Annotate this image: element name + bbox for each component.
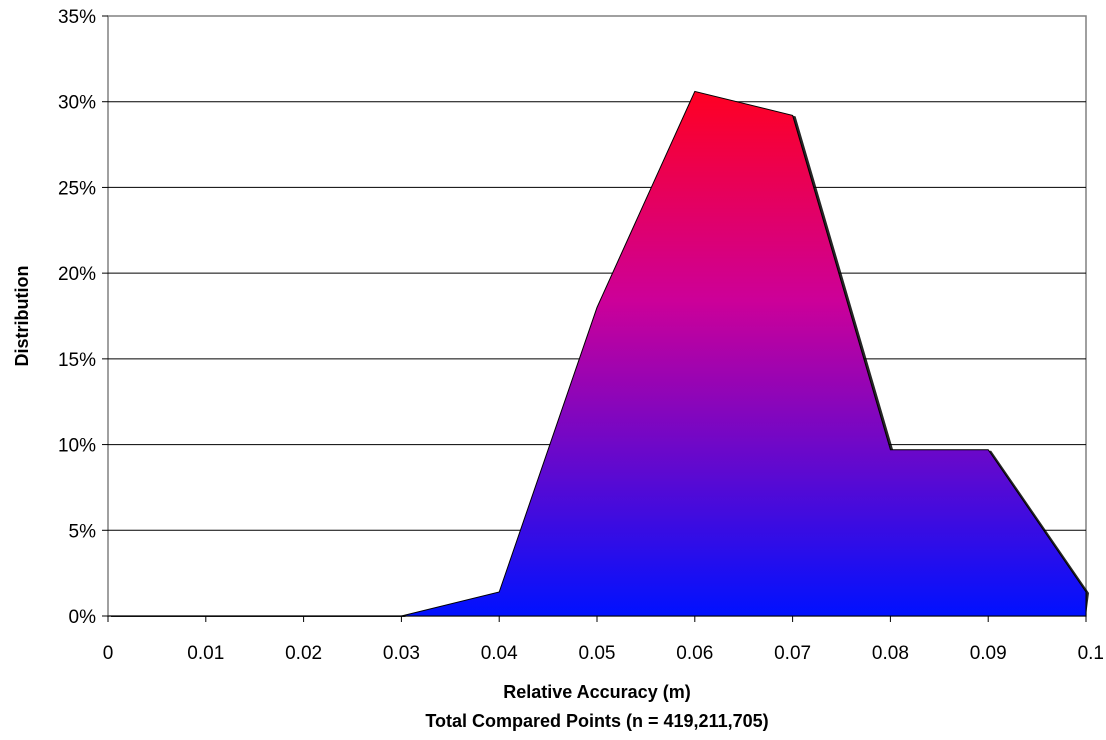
x-tick-label-5: 0.05: [579, 643, 616, 664]
x-tick-label-1: 0.01: [187, 643, 224, 664]
y-tick-label-4: 20%: [58, 264, 96, 285]
x-tick-label-6: 0.06: [676, 643, 713, 664]
x-tick-label-0: 0: [103, 643, 114, 664]
y-tick-label-7: 35%: [58, 7, 96, 28]
y-tick-label-6: 30%: [58, 93, 96, 114]
x-axis-title: Relative Accuracy (m): [503, 682, 690, 702]
y-axis-ticks: 0% 5% 10% 15% 20% 25% 30% 35%: [58, 7, 108, 628]
x-tick-label-7: 0.07: [774, 643, 811, 664]
y-tick-label-3: 15%: [58, 350, 96, 371]
y-axis-title: Distribution: [12, 266, 32, 367]
x-axis-ticks: 0 0.01 0.02 0.03 0.04 0.05 0.06 0.07 0.08 0.09 0.1: [103, 616, 1104, 664]
x-axis-subtitle: Total Compared Points (n = 419,211,705): [425, 711, 768, 731]
y-tick-label-1: 5%: [69, 521, 97, 542]
y-tick-label-2: 10%: [58, 436, 96, 457]
x-tick-label-2: 0.02: [285, 643, 322, 664]
y-tick-label-0: 0%: [69, 607, 97, 628]
x-tick-label-10: 0.1: [1078, 643, 1104, 664]
x-tick-label-8: 0.08: [872, 643, 909, 664]
x-tick-label-3: 0.03: [383, 643, 420, 664]
y-tick-label-5: 25%: [58, 178, 96, 199]
x-tick-label-4: 0.04: [481, 643, 518, 664]
x-tick-label-9: 0.09: [970, 643, 1007, 664]
